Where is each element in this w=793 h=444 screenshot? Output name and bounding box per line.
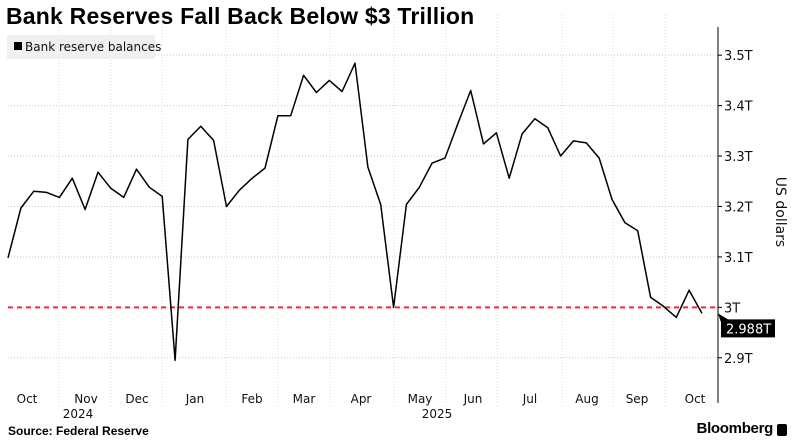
x-tick-label: Mar [293, 392, 316, 406]
x-tick-label: Feb [241, 392, 262, 406]
x-tick-label: May [408, 392, 433, 406]
y-tick-label: 3.5T [724, 49, 753, 64]
legend-label: Bank reserve balances [25, 40, 161, 54]
y-tick-label: 3.3T [724, 150, 753, 165]
x-tick-label: Nov [74, 392, 97, 406]
chart-title: Bank Reserves Fall Back Below $3 Trillio… [6, 3, 475, 29]
last-value-badge [718, 313, 775, 338]
y-tick-label: 2.9T [724, 352, 753, 367]
bloomberg-logo: Bloomberg [696, 420, 774, 437]
y-tick-label: 3.1T [724, 251, 753, 266]
x-tick-label: Jan [185, 392, 205, 406]
y-tick-label: 3T [724, 301, 740, 316]
x-axis: Oct Nov Dec Jan Feb Mar Apr May Jun Jul Aug Sep Oct 2… [17, 392, 706, 421]
x-tick-label: Oct [685, 392, 706, 406]
x-tick-label: Jun [463, 392, 483, 406]
source-note: Source: Federal Reserve [8, 424, 149, 438]
x-tick-label: Sep [626, 392, 649, 406]
gridlines [8, 15, 718, 408]
last-value-label: 2.988T [726, 322, 771, 337]
x-tick-label: Oct [17, 392, 38, 406]
x-tick-label: Jul [522, 392, 537, 406]
x-tick-label: Apr [351, 392, 372, 406]
x-tick-label: Aug [575, 392, 598, 406]
legend: Bank reserve balances [7, 35, 161, 59]
x-year-label: 2024 [63, 407, 94, 421]
x-year-label: 2025 [422, 407, 453, 421]
y-axis: 2.9T 3T 3.1T 3.2T 3.3T 3.4T 3.5T 2.988T [717, 27, 775, 403]
y-axis-label: US dollars [772, 177, 788, 247]
series-line-bank-reserves [7, 62, 703, 362]
x-tick-label: Dec [125, 392, 148, 406]
bloomberg-terminal-icon [777, 424, 787, 436]
legend-background [7, 35, 155, 59]
y-tick-label: 3.2T [724, 200, 753, 215]
y-tick-label: 3.4T [724, 100, 753, 115]
series-group [7, 62, 703, 362]
legend-swatch [14, 42, 22, 50]
